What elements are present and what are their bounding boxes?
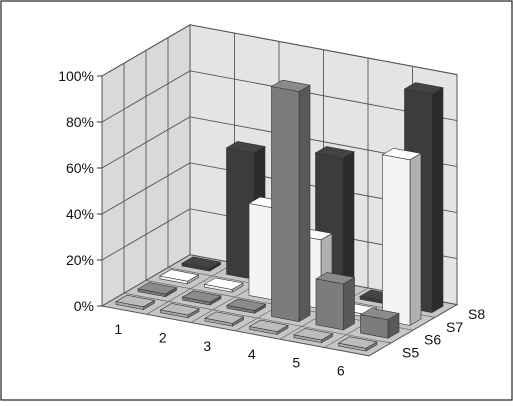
- bar-S7-6: [381, 147, 422, 326]
- bar-S5-4: [248, 319, 289, 335]
- series-label: S7: [446, 319, 463, 335]
- bar-S7-1: [159, 269, 200, 285]
- bar-S6-5: [315, 272, 356, 331]
- series-label: S8: [468, 306, 485, 322]
- series-label: S6: [424, 332, 441, 348]
- x-tick-label: 5: [292, 354, 300, 370]
- x-tick-label: 2: [159, 329, 167, 345]
- series-label: S5: [402, 344, 419, 360]
- x-tick-label: 6: [337, 363, 345, 379]
- bar-S6-6: [359, 307, 400, 339]
- y-tick-label: 100%: [58, 68, 94, 84]
- bar-S6-1: [137, 282, 178, 298]
- bar-S5-5: [293, 328, 334, 344]
- bar-S5-1: [115, 294, 156, 311]
- floor-gridline: [146, 262, 235, 315]
- bar-S5-3: [204, 311, 245, 327]
- y-tick-label: 0%: [74, 298, 94, 314]
- bar-S6-3: [226, 298, 267, 314]
- bar-S5-6: [337, 336, 378, 352]
- x-tick-label: 1: [114, 321, 122, 337]
- bar-S6-4: [270, 79, 311, 323]
- bar-S5-2: [159, 303, 200, 319]
- bar-S6-2: [181, 290, 222, 306]
- bar-S8-1: [181, 256, 222, 272]
- y-tick-label: 20%: [66, 252, 94, 268]
- y-tick-label: 80%: [66, 114, 94, 130]
- x-tick-label: 4: [248, 346, 256, 362]
- bars: [115, 79, 444, 352]
- bar-S7-2: [203, 277, 244, 293]
- axis-labels: 0% 20% 40% 60% 80% 100% 1 2 3 4 5 6 S5 S6 S7 S8: [58, 68, 485, 379]
- y-tick-label: 60%: [66, 160, 94, 176]
- x-tick-label: 3: [203, 338, 211, 354]
- y-tick-label: 40%: [66, 206, 94, 222]
